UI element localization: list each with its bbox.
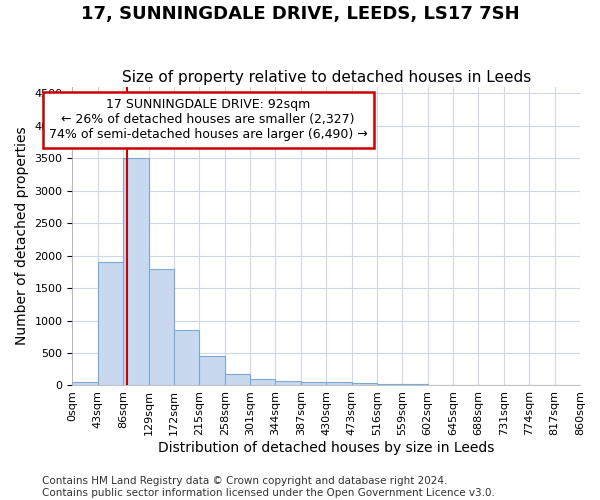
Bar (326, 382, 352, 386)
Bar (224, 374, 250, 386)
Text: 17 SUNNINGDALE DRIVE: 92sqm
← 26% of detached houses are smaller (2,327)
74% of : 17 SUNNINGDALE DRIVE: 92sqm ← 26% of det… (49, 98, 368, 142)
Bar (149, 268, 174, 386)
Bar (199, 356, 224, 386)
Bar (73, 382, 98, 386)
Bar (504, 385, 529, 386)
Bar (275, 381, 301, 386)
Bar (352, 383, 377, 386)
Bar (478, 385, 504, 386)
Bar (301, 382, 326, 386)
Bar (123, 158, 149, 386)
Bar (377, 384, 403, 386)
Y-axis label: Number of detached properties: Number of detached properties (15, 126, 29, 346)
X-axis label: Distribution of detached houses by size in Leeds: Distribution of detached houses by size … (158, 441, 494, 455)
Bar (403, 384, 428, 386)
Bar (98, 262, 123, 386)
Text: 17, SUNNINGDALE DRIVE, LEEDS, LS17 7SH: 17, SUNNINGDALE DRIVE, LEEDS, LS17 7SH (80, 5, 520, 23)
Bar (428, 384, 453, 386)
Bar (250, 380, 275, 386)
Title: Size of property relative to detached houses in Leeds: Size of property relative to detached ho… (122, 70, 531, 86)
Bar (174, 330, 199, 386)
Text: Contains HM Land Registry data © Crown copyright and database right 2024.
Contai: Contains HM Land Registry data © Crown c… (42, 476, 495, 498)
Bar (453, 384, 478, 386)
